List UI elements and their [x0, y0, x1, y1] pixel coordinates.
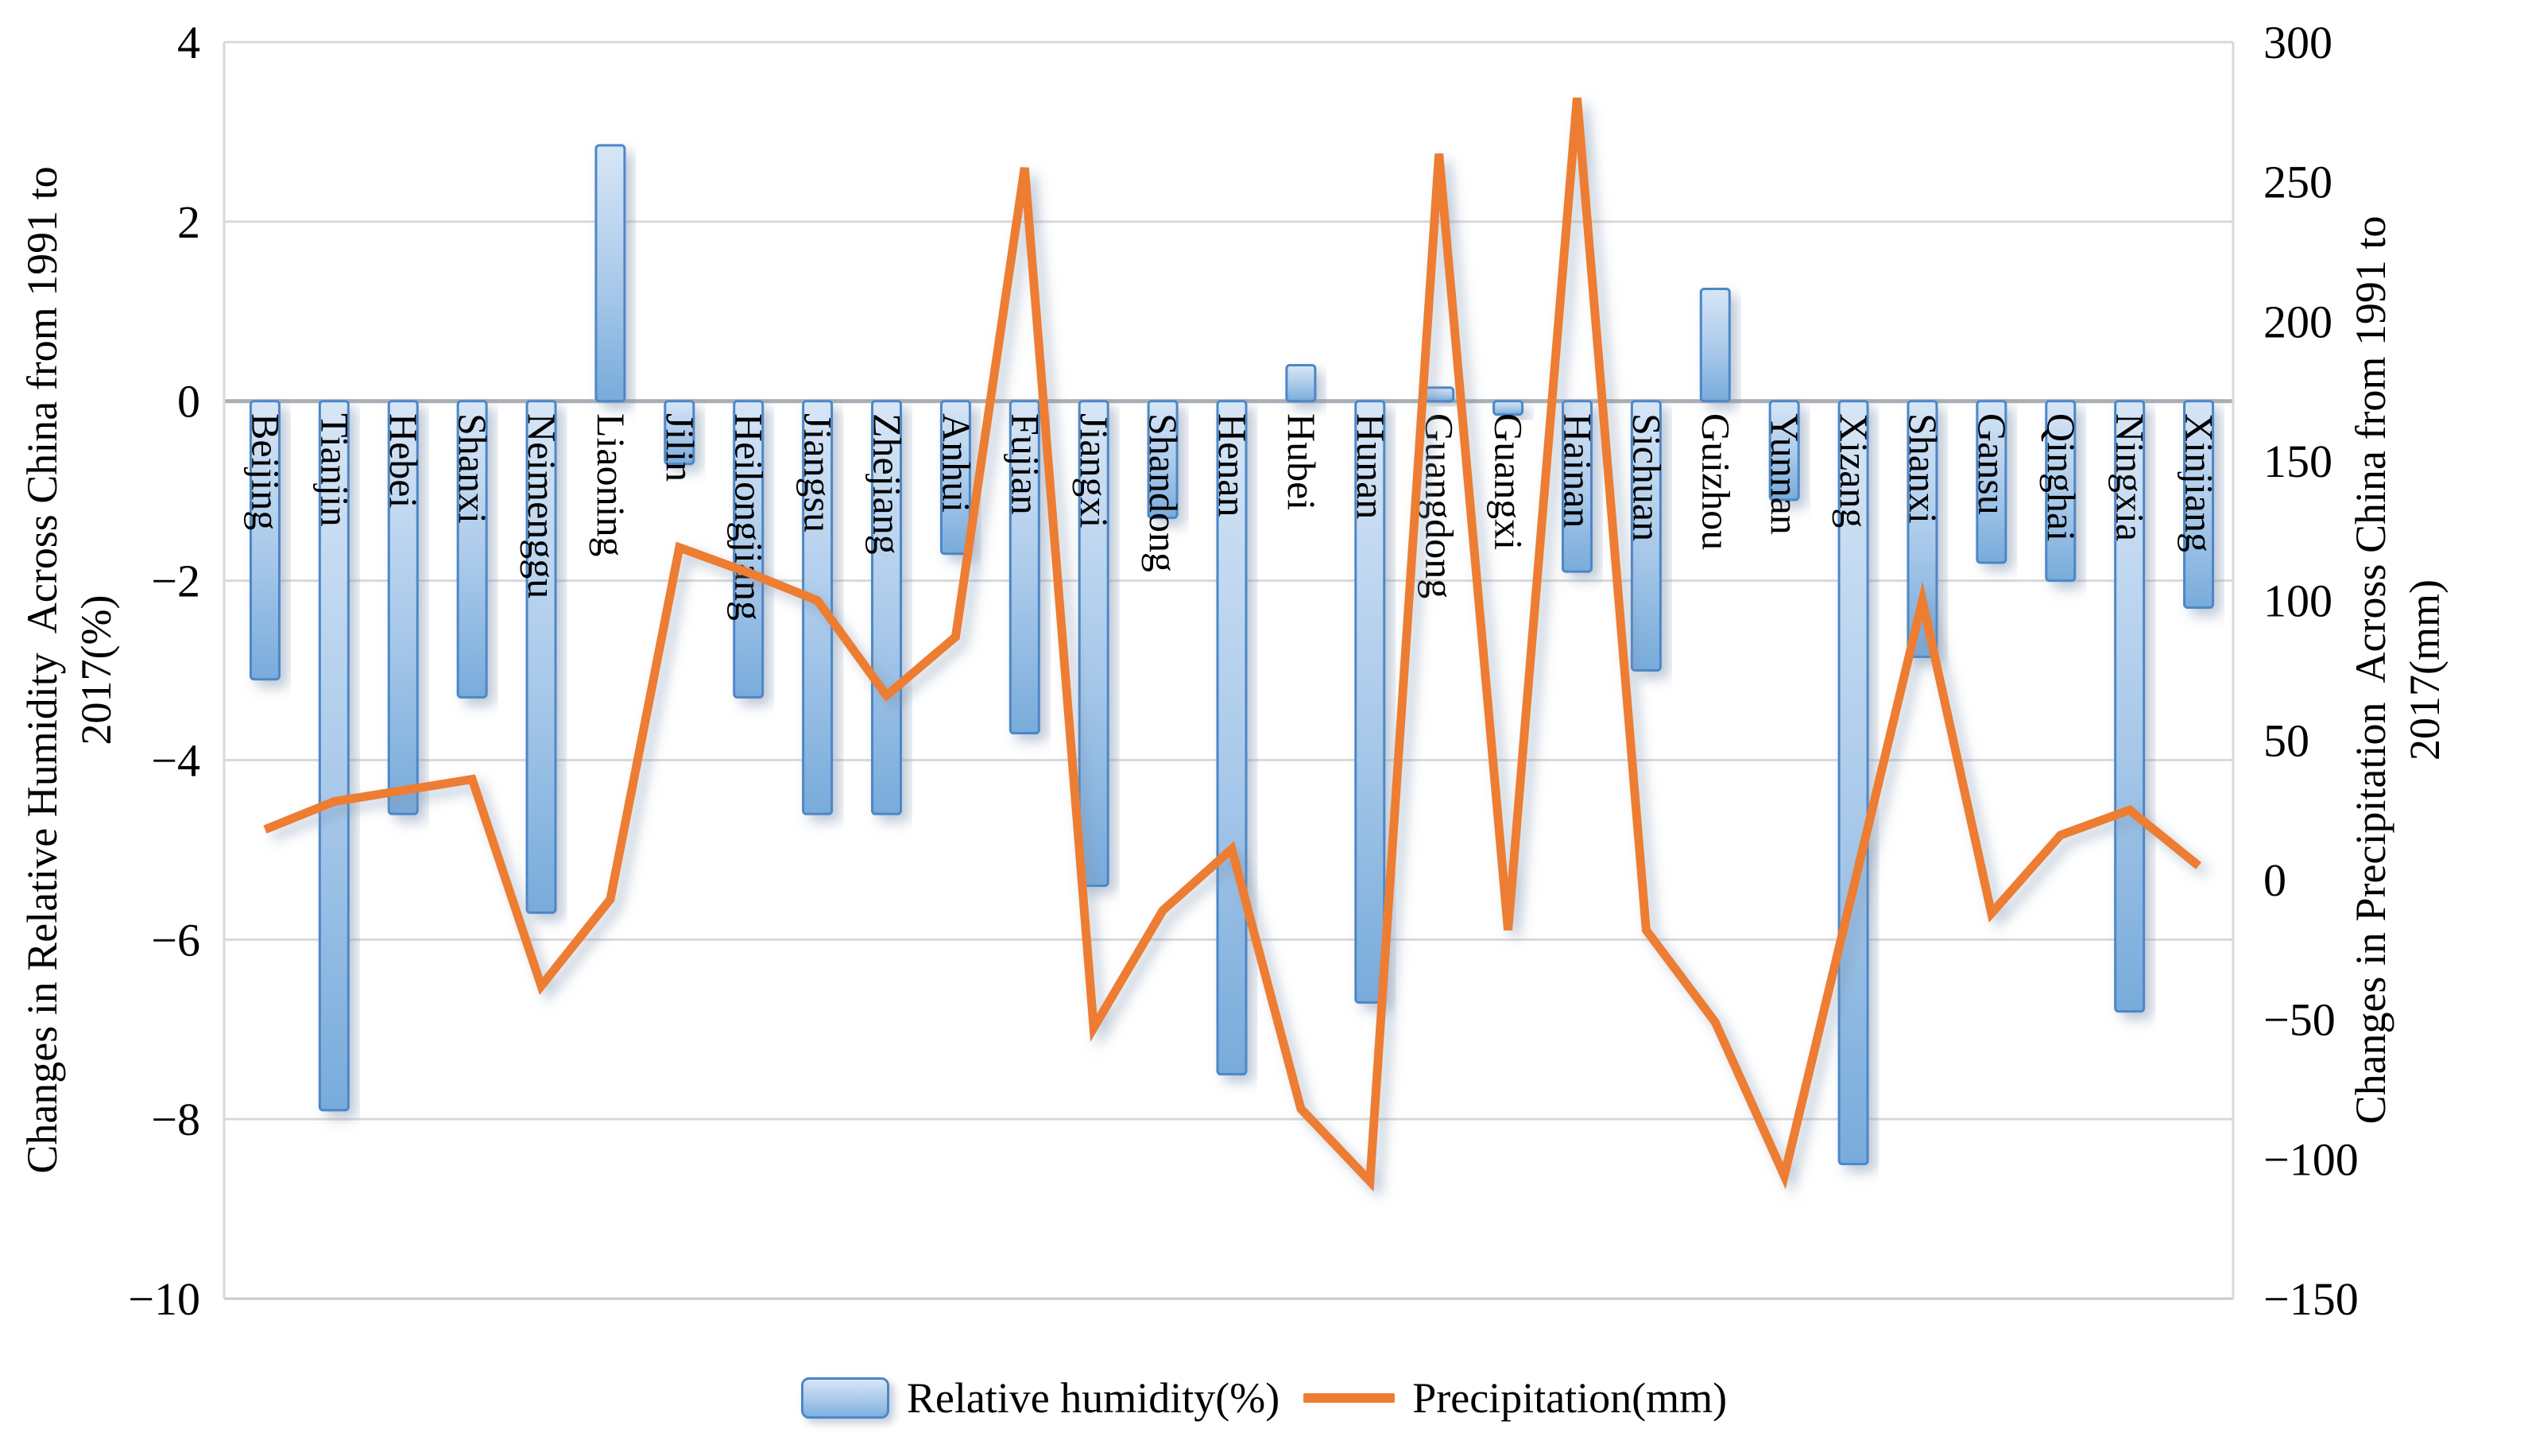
bar-Fujian — [1008, 400, 1040, 735]
bar-Hebei — [387, 400, 419, 815]
left-axis-tick--2: −2 — [151, 556, 200, 607]
bar-Heilongjiang — [733, 400, 765, 699]
x-axis-label-Heilongjiang: Heilongjiang — [727, 413, 772, 621]
x-axis-label-Yunnan: Yunnan — [1763, 413, 1807, 535]
bar-Guizhou — [1699, 288, 1731, 403]
x-axis-label-Guangxi: Guangxi — [1487, 413, 1531, 550]
left-axis-tick--4: −4 — [151, 734, 200, 786]
bar-Hunan — [1354, 400, 1386, 1004]
x-axis-label-Beijing: Beijing — [243, 413, 288, 530]
bar-series-swatch-icon — [800, 1377, 889, 1419]
x-axis-label-Tianjin: Tianjin — [312, 413, 357, 527]
bar-Xizang — [1837, 400, 1869, 1166]
bar-Qinghai — [2045, 400, 2077, 583]
x-axis-label-Sichuan: Sichuan — [1624, 413, 1669, 541]
right-axis-tick-50: 50 — [2263, 714, 2309, 766]
legend-item-relative-humidity: Relative humidity(%) — [800, 1373, 1280, 1423]
bar-Guangxi — [1492, 400, 1524, 416]
bar-Beijing — [249, 400, 281, 681]
right-axis-tick--150: −150 — [2263, 1273, 2359, 1325]
bar-Neimenggu — [525, 400, 557, 914]
bar-Henan — [1216, 400, 1248, 1076]
bar-Shanxi — [456, 400, 488, 699]
bar-Sichuan — [1630, 400, 1662, 672]
right-axis-tick-150: 150 — [2263, 436, 2332, 487]
right-axis-tick--100: −100 — [2263, 1133, 2359, 1185]
legend-label-precipitation: Precipitation(mm) — [1412, 1374, 1728, 1422]
x-axis-label-Fujian: Fujian — [1003, 413, 1047, 515]
bar-Gansu — [1976, 400, 2007, 564]
right-axis-tick-100: 100 — [2263, 575, 2332, 627]
bar-Guangdong — [1423, 386, 1455, 403]
x-axis-label-Hainan: Hainan — [1555, 413, 1600, 528]
x-axis-label-Qinghai: Qinghai — [2039, 413, 2084, 541]
bar-Jilin — [664, 400, 695, 466]
x-axis-label-Liaoning: Liaoning — [589, 413, 633, 557]
x-axis-label-Shandong: Shandong — [1141, 413, 1186, 572]
x-axis-label-Hebei: Hebei — [381, 413, 426, 508]
left-axis-tick--6: −6 — [151, 914, 200, 966]
x-axis-label-Jilin: Jilin — [658, 413, 703, 482]
bar-Zhejiang — [871, 400, 903, 815]
right-axis-tick-0: 0 — [2263, 854, 2286, 906]
x-axis-label-Henan: Henan — [1210, 413, 1255, 517]
right-axis-tick-300: 300 — [2263, 17, 2332, 68]
x-axis-label-Gansu: Gansu — [1970, 413, 2015, 515]
x-axis-label-Jiangsu: Jiangsu — [796, 413, 841, 532]
x-axis-label-Ningxia: Ningxia — [2108, 413, 2153, 541]
left-axis-tick--10: −10 — [128, 1273, 200, 1325]
legend: Relative humidity(%) Precipitation(mm) — [0, 1373, 2528, 1423]
x-axis-label-Jiangxi: Jiangxi — [1072, 413, 1117, 528]
x-axis-label-Shanxi: Shanxi — [1901, 413, 1945, 524]
right-axis-tick-250: 250 — [2263, 157, 2332, 208]
left-axis-tick--8: −8 — [151, 1094, 200, 1145]
bar-Ningxia — [2114, 400, 2146, 1013]
bar-Tianjin — [318, 400, 350, 1112]
bar-Jiangxi — [1078, 400, 1109, 888]
x-axis-label-Guangdong: Guangdong — [1418, 413, 1462, 598]
x-axis-label-Guizhou: Guizhou — [1694, 413, 1738, 550]
bar-Yunnan — [1768, 400, 1800, 501]
x-axis-label-Hubei: Hubei — [1279, 413, 1324, 510]
bar-Hainan — [1561, 400, 1593, 573]
left-axis-tick-2: 2 — [177, 196, 200, 248]
bar-Liaoning — [594, 144, 626, 403]
x-axis-label-Xinjiang: Xinjiang — [2178, 413, 2222, 552]
left-axis-tick-0: 0 — [177, 376, 200, 428]
right-axis-tick--50: −50 — [2263, 994, 2336, 1046]
x-axis-label-Shanxi: Shanxi — [451, 413, 495, 524]
bar-Xinjiang — [2183, 400, 2215, 609]
bar-Shandong — [1147, 400, 1179, 520]
x-axis-label-Xizang: Xizang — [1832, 413, 1876, 528]
bar-Anhui — [939, 400, 971, 556]
right-axis-tick-200: 200 — [2263, 296, 2332, 347]
legend-item-precipitation: Precipitation(mm) — [1303, 1373, 1727, 1423]
precipitation-line — [263, 97, 2202, 1192]
left-axis-tick-4: 4 — [177, 17, 200, 68]
line-series-swatch-icon — [1303, 1393, 1396, 1403]
x-axis-label-Anhui: Anhui — [934, 413, 978, 513]
bar-Hubei — [1285, 364, 1317, 403]
x-axis-label-Neimenggu: Neimenggu — [520, 413, 564, 598]
x-axis-label-Hunan: Hunan — [1349, 413, 1393, 519]
x-axis-label-Zhejiang: Zhejiang — [865, 413, 910, 555]
legend-label-relative-humidity: Relative humidity(%) — [906, 1374, 1280, 1422]
bar-Shanxi — [1907, 400, 1938, 659]
